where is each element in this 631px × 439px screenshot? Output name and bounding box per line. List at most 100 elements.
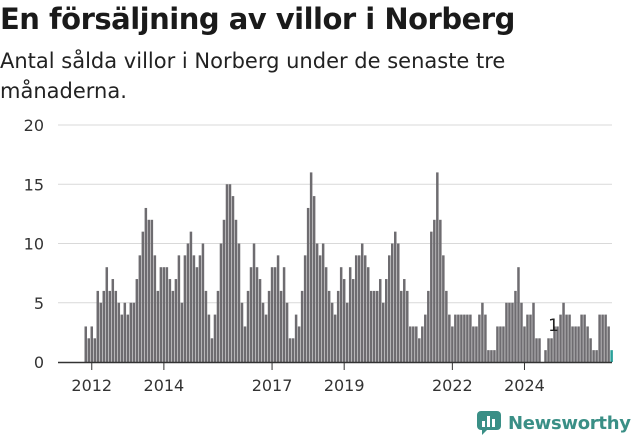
bar bbox=[385, 279, 388, 362]
bar bbox=[156, 290, 160, 362]
bar bbox=[129, 302, 133, 362]
bar bbox=[490, 350, 493, 362]
bar bbox=[586, 326, 589, 362]
bar bbox=[333, 314, 337, 362]
bar bbox=[243, 326, 247, 362]
bar-latest bbox=[610, 350, 613, 362]
bar bbox=[135, 279, 139, 362]
bar bbox=[523, 326, 526, 362]
bar bbox=[400, 290, 403, 362]
bar bbox=[219, 243, 223, 362]
bar bbox=[324, 267, 328, 362]
bar bbox=[409, 326, 412, 362]
bar bbox=[547, 338, 550, 362]
bar bbox=[276, 255, 280, 362]
bar bbox=[568, 314, 571, 362]
bar bbox=[607, 326, 610, 362]
y-tick-label: 20 bbox=[24, 116, 44, 135]
brand-logo: Newsworthy bbox=[476, 408, 631, 438]
bar bbox=[84, 326, 87, 362]
newsworthy-logo-icon bbox=[477, 411, 501, 435]
bar bbox=[391, 243, 394, 362]
bar bbox=[580, 314, 583, 362]
bar bbox=[114, 290, 118, 362]
bar bbox=[138, 255, 142, 362]
bar bbox=[90, 326, 94, 362]
bar bbox=[415, 326, 418, 362]
bar bbox=[571, 326, 574, 362]
bar bbox=[174, 279, 178, 362]
bar bbox=[210, 338, 214, 362]
bar bbox=[312, 196, 316, 362]
bar bbox=[520, 302, 523, 362]
bar bbox=[201, 243, 205, 362]
bar bbox=[544, 350, 547, 362]
bar bbox=[204, 290, 208, 362]
bar bbox=[421, 326, 424, 362]
bar bbox=[177, 255, 181, 362]
bar bbox=[348, 267, 352, 362]
bar bbox=[147, 219, 151, 362]
bar bbox=[403, 279, 406, 362]
bar bbox=[502, 326, 505, 362]
bar bbox=[255, 267, 259, 362]
bar bbox=[577, 326, 580, 362]
bar bbox=[598, 314, 601, 362]
bar bbox=[375, 290, 379, 362]
bar bbox=[222, 219, 226, 362]
bar bbox=[120, 314, 124, 362]
bar bbox=[372, 290, 376, 362]
bar bbox=[499, 326, 502, 362]
bar bbox=[102, 290, 106, 362]
bar bbox=[108, 290, 112, 362]
bar bbox=[394, 231, 397, 362]
bar bbox=[469, 314, 472, 362]
bar bbox=[234, 219, 238, 362]
bar bbox=[180, 302, 184, 362]
brand-name: Newsworthy bbox=[508, 412, 631, 434]
bar bbox=[589, 338, 592, 362]
bar bbox=[252, 243, 256, 362]
y-tick-label: 15 bbox=[24, 175, 44, 194]
bar bbox=[192, 255, 196, 362]
bar bbox=[249, 267, 253, 362]
bar bbox=[165, 267, 169, 362]
bar bbox=[111, 279, 115, 362]
bar bbox=[309, 172, 313, 362]
bar bbox=[556, 326, 559, 362]
bar bbox=[237, 243, 241, 362]
bar bbox=[318, 255, 322, 362]
y-tick-label: 0 bbox=[34, 353, 44, 372]
bar bbox=[300, 290, 304, 362]
bar bbox=[141, 231, 145, 362]
bar bbox=[207, 314, 211, 362]
bar bbox=[505, 302, 508, 362]
bar bbox=[297, 326, 301, 362]
bar bbox=[87, 338, 90, 362]
bar bbox=[592, 350, 595, 362]
bar bbox=[285, 302, 289, 362]
x-tick-label: 2017 bbox=[252, 376, 293, 395]
bar bbox=[424, 314, 427, 362]
bar bbox=[345, 302, 349, 362]
bar bbox=[562, 302, 565, 362]
bar bbox=[321, 243, 325, 362]
bar bbox=[550, 338, 553, 362]
bar bbox=[466, 314, 469, 362]
bar bbox=[282, 267, 286, 362]
bar bbox=[433, 219, 436, 362]
bar bbox=[240, 302, 244, 362]
bar bbox=[481, 302, 484, 362]
bar bbox=[397, 243, 400, 362]
bar bbox=[279, 290, 283, 362]
bar bbox=[327, 290, 331, 362]
bar bbox=[306, 207, 310, 362]
bar bbox=[511, 302, 514, 362]
bar bbox=[93, 338, 97, 362]
bar bbox=[532, 302, 535, 362]
bar bbox=[99, 302, 103, 362]
bar bbox=[258, 279, 262, 362]
bar bbox=[342, 279, 346, 362]
bar bbox=[604, 314, 607, 362]
bar bbox=[412, 326, 415, 362]
